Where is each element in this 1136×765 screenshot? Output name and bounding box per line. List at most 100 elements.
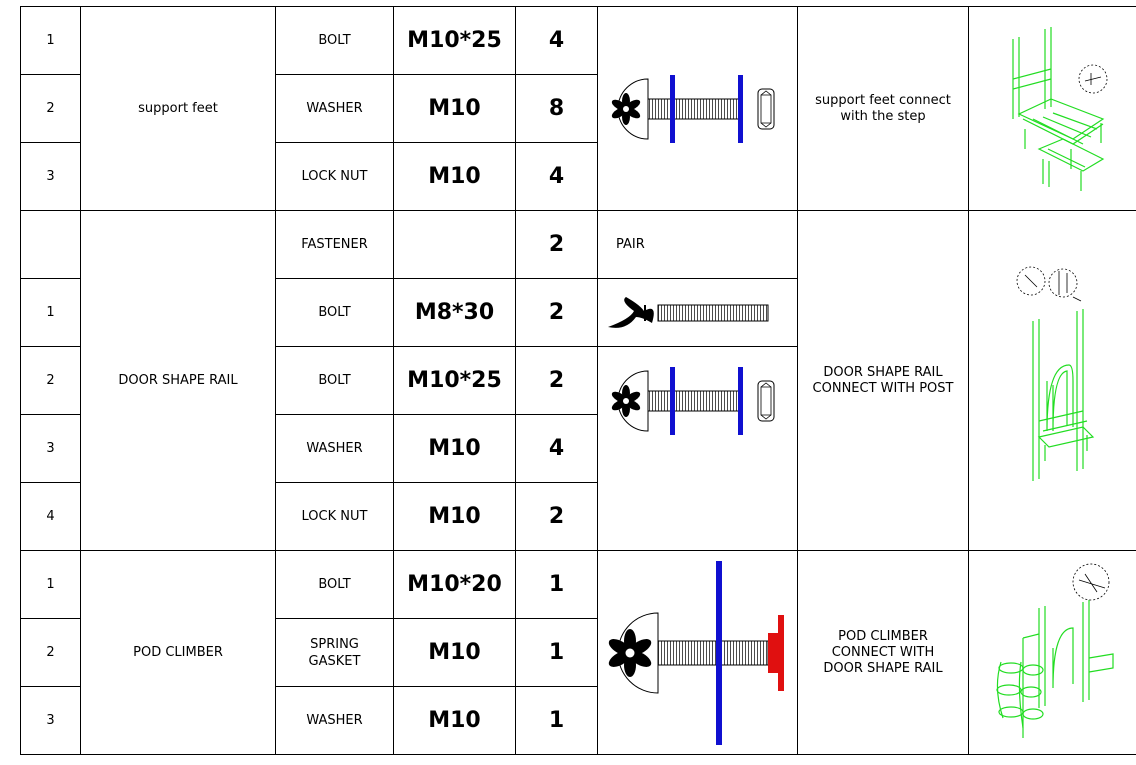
drawing-path [1021, 632, 1039, 738]
item-no: 2 [20, 618, 81, 687]
drawing-path [1011, 26, 1052, 119]
drawing-rect [669, 74, 675, 143]
drawing-rect [777, 614, 784, 691]
drawing-path [1037, 137, 1104, 172]
qty: 2 [515, 346, 598, 415]
part: WASHER [275, 686, 394, 755]
spec: M10 [393, 142, 516, 211]
drawing-ellipse [1019, 685, 1042, 698]
part: BOLT [275, 6, 394, 75]
drawing-path [1037, 599, 1090, 708]
part: WASHER [275, 414, 394, 483]
drawing-rect [647, 390, 740, 412]
bolt-set-drawing [609, 367, 774, 435]
spec: M8*30 [393, 278, 516, 347]
part: WASHER [275, 74, 394, 143]
qty: 4 [515, 6, 598, 75]
assembly-picture [968, 550, 1136, 755]
note: support feet connect with the step [797, 6, 969, 211]
row: 1 BOLT M8*30 2 [20, 278, 1136, 347]
spec: M10 [393, 74, 516, 143]
drawing-path [1051, 626, 1074, 688]
item-no: 2 [20, 346, 81, 415]
drawing-ellipse [1021, 707, 1044, 720]
drawing-rect [737, 367, 743, 435]
item-no: 4 [20, 482, 81, 551]
drawing-rect [657, 304, 768, 321]
item-no: 3 [20, 142, 81, 211]
drawing-circle [1078, 64, 1107, 93]
drawing-path [1032, 111, 1097, 145]
drawing-rect [767, 632, 778, 673]
drawing-ellipse [995, 683, 1022, 696]
drawing-path [607, 296, 654, 328]
spec: M10 [393, 618, 516, 687]
item-no: 3 [20, 686, 81, 755]
drawing-ellipse [997, 705, 1024, 718]
drawing-path [1045, 363, 1074, 431]
part: BOLT [275, 278, 394, 347]
bolt-drawing [607, 296, 768, 328]
drawing-path [1078, 573, 1105, 592]
spec: M10 [393, 414, 516, 483]
drawing-rect [669, 367, 675, 435]
drawing-path [1031, 308, 1084, 481]
drawing-path [1041, 158, 1082, 191]
drawing-path [1088, 652, 1114, 673]
item-no [20, 210, 81, 279]
row: 2 WASHER M10 8 [20, 74, 1136, 143]
drawing-rect [647, 98, 740, 119]
drawing-rect [715, 560, 722, 745]
spec: M10 [393, 482, 516, 551]
bolt-set-drawing [609, 74, 774, 143]
item-no: 3 [20, 414, 81, 483]
drawing-path [1051, 369, 1068, 431]
drawing-path [760, 89, 771, 128]
group-name: POD CLIMBER [80, 550, 276, 755]
qty: 1 [515, 618, 598, 687]
part: LOCK NUT [275, 482, 394, 551]
drawing-path [1023, 122, 1102, 169]
drawing-circle [1072, 563, 1109, 600]
row: 3 WASHER M10 1 [20, 686, 1136, 755]
qty: 2 [515, 482, 598, 551]
drawing-circle [1016, 266, 1045, 295]
qty: 1 [515, 550, 598, 619]
step-drawing [1011, 26, 1107, 191]
qty: 1 [515, 686, 598, 755]
spec: M10*20 [393, 550, 516, 619]
climber-drawing [995, 563, 1114, 738]
spec: M10 [393, 686, 516, 755]
part: FASTENER [275, 210, 394, 279]
group-name: DOOR SHAPE RAIL [80, 210, 276, 551]
drawing-path [1012, 67, 1051, 90]
drawing-path [1084, 72, 1101, 85]
row: 3 LOCK NUT M10 4 [20, 142, 1136, 211]
part: SPRING GASKET [275, 618, 394, 687]
remark: PAIR [597, 210, 798, 279]
rail-drawing [1016, 266, 1094, 481]
note: POD CLIMBER CONNECT WITH DOOR SHAPE RAIL [797, 550, 969, 755]
spec: M10*25 [393, 346, 516, 415]
row: 4 LOCK NUT M10 2 [20, 482, 1136, 551]
hardware-picture [597, 278, 798, 347]
row: DOOR SHAPE RAIL FASTENER 2 PAIR DOOR SHA… [20, 210, 1136, 551]
drawing-rect [737, 74, 743, 143]
drawing-path [1043, 434, 1088, 461]
qty: 4 [515, 414, 598, 483]
qty: 2 [515, 278, 598, 347]
parts-table: 1 support feet BOLT M10*25 4 support fee… [20, 6, 1136, 755]
hardware-picture [597, 550, 798, 755]
row: 1 support feet BOLT M10*25 4 support fee… [20, 6, 1136, 211]
part: LOCK NUT [275, 142, 394, 211]
item-no: 1 [20, 550, 81, 619]
drawing-ellipse [1021, 663, 1044, 676]
note: DOOR SHAPE RAIL CONNECT WITH POST [797, 210, 969, 551]
spec: M10*25 [393, 6, 516, 75]
assembly-picture [968, 210, 1136, 551]
row: 3 WASHER M10 4 [20, 414, 1136, 483]
bolt-spring-drawing [605, 560, 784, 745]
drawing-path [1024, 270, 1081, 301]
